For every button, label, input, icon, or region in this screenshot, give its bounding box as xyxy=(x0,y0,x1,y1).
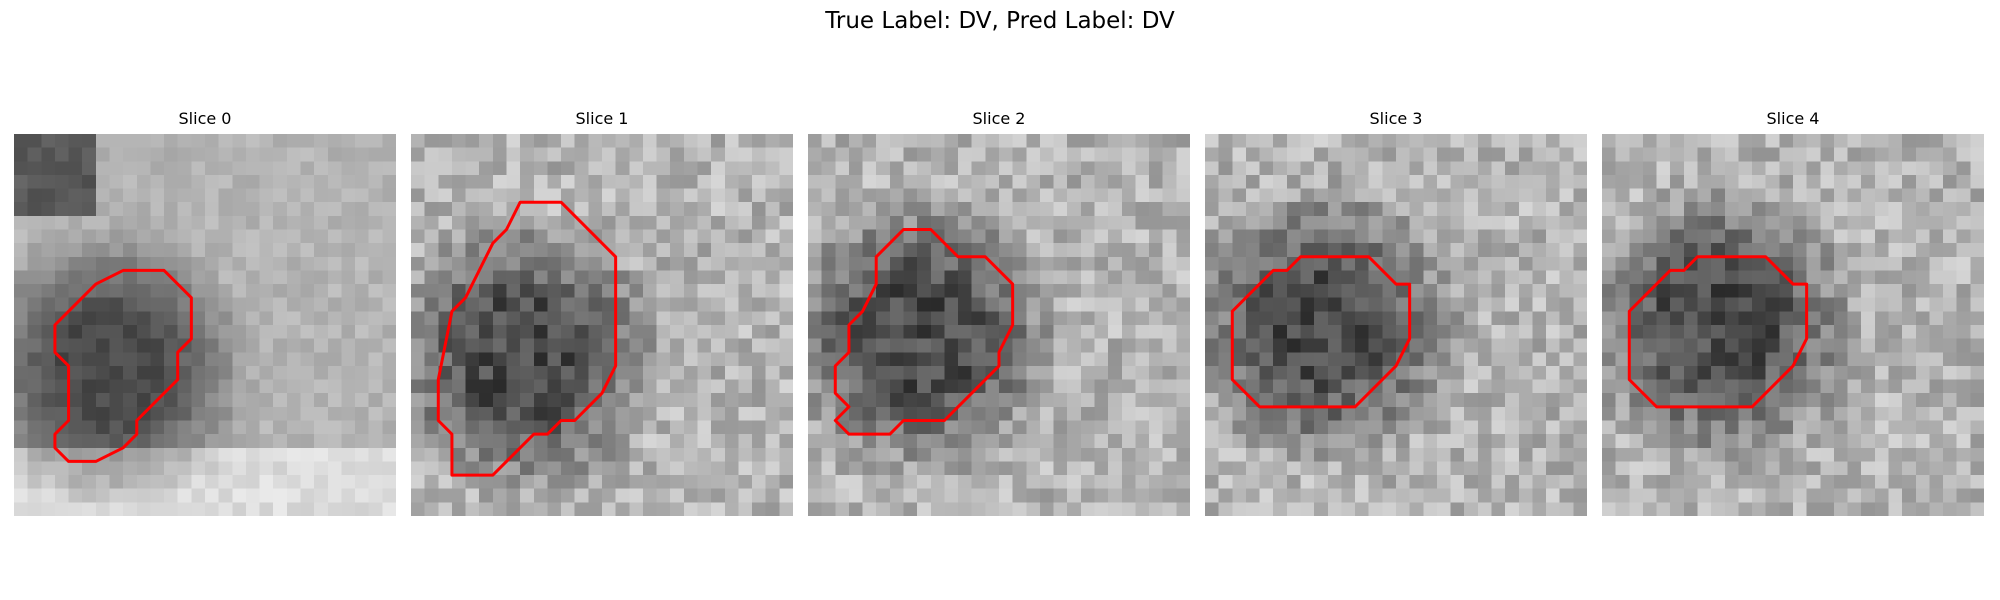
slice-image-4 xyxy=(1602,134,1984,516)
slice-title-4: Slice 4 xyxy=(1766,109,1820,128)
slice-panel-3: Slice 3 xyxy=(1205,108,1587,516)
slice-panel-0: Slice 0 xyxy=(14,108,396,516)
slice-title-1: Slice 1 xyxy=(575,109,629,128)
slice-image-0 xyxy=(14,134,396,516)
slice-panel-2: Slice 2 xyxy=(808,108,1190,516)
slice-image-2 xyxy=(808,134,1190,516)
slice-title-0: Slice 0 xyxy=(178,109,232,128)
slice-panel-1: Slice 1 xyxy=(411,108,793,516)
figure-title: True Label: DV, Pred Label: DV xyxy=(825,8,1175,34)
slice-title-3: Slice 3 xyxy=(1369,109,1423,128)
slice-image-3 xyxy=(1205,134,1587,516)
slice-panel-4: Slice 4 xyxy=(1602,108,1984,516)
slice-image-1 xyxy=(411,134,793,516)
slice-title-2: Slice 2 xyxy=(972,109,1026,128)
